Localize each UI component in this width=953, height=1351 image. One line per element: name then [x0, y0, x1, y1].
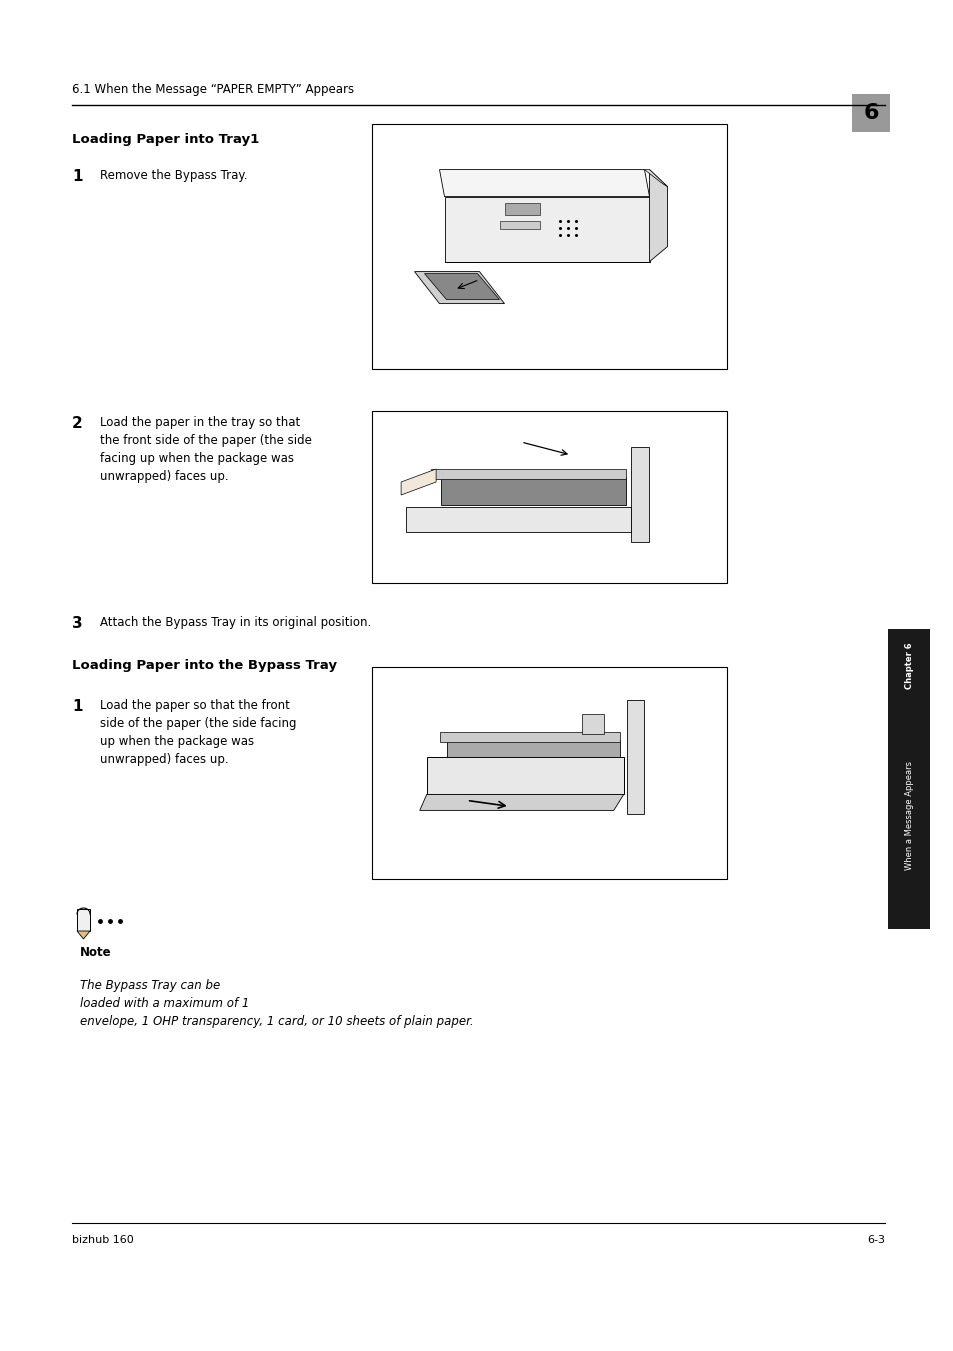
Text: Chapter 6: Chapter 6 [903, 643, 913, 689]
Polygon shape [644, 170, 667, 186]
Text: Loading Paper into Tray1: Loading Paper into Tray1 [71, 132, 259, 146]
Polygon shape [414, 272, 504, 304]
Text: 1: 1 [71, 169, 82, 184]
Polygon shape [631, 447, 648, 542]
Polygon shape [400, 469, 436, 494]
Polygon shape [77, 909, 90, 931]
FancyBboxPatch shape [851, 95, 889, 132]
Polygon shape [426, 758, 623, 794]
Text: Attach the Bypass Tray in its original position.: Attach the Bypass Tray in its original p… [100, 616, 371, 630]
Polygon shape [446, 740, 619, 758]
FancyBboxPatch shape [372, 411, 726, 584]
Text: 2: 2 [71, 416, 83, 431]
Text: 3: 3 [71, 616, 83, 631]
Polygon shape [444, 197, 649, 262]
Text: 6-3: 6-3 [866, 1235, 884, 1246]
Polygon shape [77, 931, 90, 939]
Text: Remove the Bypass Tray.: Remove the Bypass Tray. [100, 169, 247, 182]
Polygon shape [419, 794, 623, 811]
Text: bizhub 160: bizhub 160 [71, 1235, 133, 1246]
FancyBboxPatch shape [372, 124, 726, 369]
Text: Load the paper so that the front
side of the paper (the side facing
up when the : Load the paper so that the front side of… [100, 698, 296, 766]
Text: Loading Paper into the Bypass Tray: Loading Paper into the Bypass Tray [71, 659, 336, 671]
Text: 6.1 When the Message “PAPER EMPTY” Appears: 6.1 When the Message “PAPER EMPTY” Appea… [71, 82, 354, 96]
Polygon shape [581, 715, 603, 735]
Polygon shape [406, 507, 631, 532]
Polygon shape [431, 469, 625, 480]
Polygon shape [440, 477, 625, 505]
FancyBboxPatch shape [887, 630, 929, 703]
Polygon shape [439, 170, 649, 197]
FancyBboxPatch shape [372, 667, 726, 880]
Text: Load the paper in the tray so that
the front side of the paper (the side
facing : Load the paper in the tray so that the f… [100, 416, 312, 484]
Text: When a Message Appears: When a Message Appears [903, 762, 913, 870]
Text: 1: 1 [71, 698, 82, 713]
Polygon shape [649, 170, 667, 262]
Polygon shape [424, 274, 499, 300]
Polygon shape [439, 732, 619, 743]
Bar [504, 203, 539, 215]
FancyBboxPatch shape [887, 703, 929, 929]
Text: Note: Note [80, 946, 112, 959]
Text: The Bypass Tray can be
loaded with a maximum of 1
envelope, 1 OHP transparency, : The Bypass Tray can be loaded with a max… [80, 979, 473, 1028]
Text: 6: 6 [862, 103, 878, 123]
Bar [499, 220, 539, 228]
Polygon shape [626, 700, 643, 815]
